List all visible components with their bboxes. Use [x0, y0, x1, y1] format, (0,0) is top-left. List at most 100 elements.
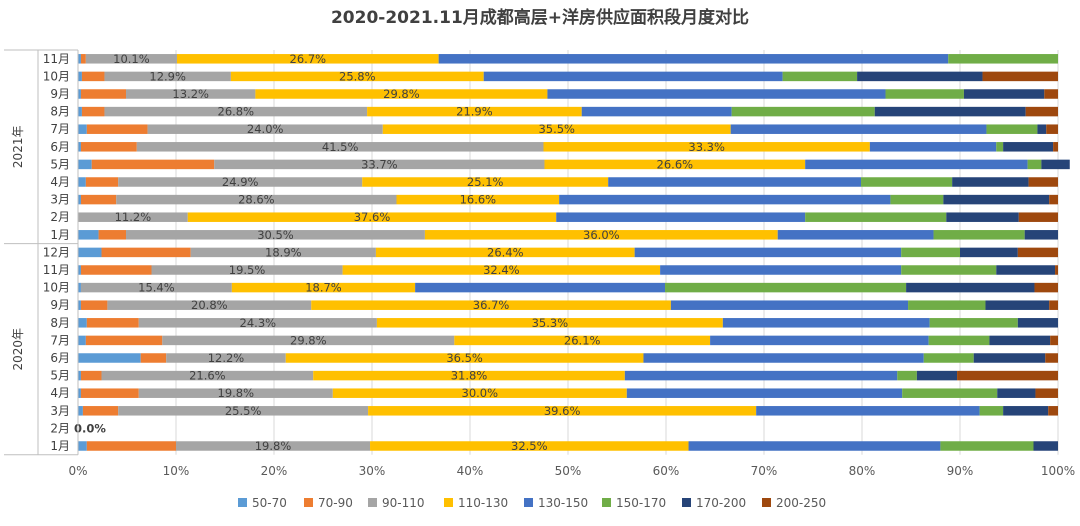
bar-segment-150-170: [902, 388, 998, 398]
bar-segment-50-70: [78, 177, 86, 187]
bar-segment-130-150: [634, 247, 902, 258]
bar-segment-130-150: [869, 142, 997, 152]
bar-segment-130-150: [777, 230, 934, 240]
bar-segment-170-200: [973, 353, 1046, 363]
bar-segment-170-200: [916, 370, 958, 381]
bar-segment-90-110: [104, 106, 368, 117]
bar-segment-200-250: [1046, 124, 1058, 134]
category-label: 8月: [50, 316, 70, 330]
x-tick-label: 50%: [555, 464, 582, 478]
data-label: 37.6%: [354, 210, 391, 224]
bar-segment-110-130: [231, 282, 416, 293]
bar-segment-150-170: [940, 441, 1034, 451]
data-label: 25.1%: [467, 175, 504, 189]
data-label: 29.8%: [290, 333, 327, 347]
bar-segment-110-130: [187, 212, 557, 222]
bar-segment-90-110: [214, 159, 545, 170]
data-label: 36.0%: [583, 228, 620, 242]
x-tick-label: 80%: [849, 464, 876, 478]
category-label: 4月: [50, 386, 70, 400]
data-label: 24.9%: [222, 175, 259, 189]
legend-swatch-170-200: [682, 498, 691, 507]
category-label: 5月: [50, 157, 70, 171]
data-label: 16.6%: [460, 193, 497, 207]
bar-segment-90-110: [80, 282, 232, 293]
category-label: 6月: [50, 140, 70, 154]
bar-segment-90-110: [151, 265, 343, 275]
bar-segment-170-200: [1037, 124, 1047, 134]
bar-segment-150-170: [901, 247, 960, 258]
bar-segment-110-130: [368, 406, 757, 416]
bar-segment-70-90: [86, 124, 148, 134]
data-label: 39.6%: [544, 404, 581, 418]
bar-segment-150-170: [901, 265, 997, 275]
bar-segment-150-170: [908, 300, 986, 310]
data-label: 36.5%: [446, 351, 483, 365]
bar-segment-90-110: [126, 89, 256, 99]
bar-segment-110-130: [382, 124, 731, 134]
data-labels: 10.1% 26.7% 12.9% 25.8% 13.2% 29.8% 26.8% 21.9%…: [74, 52, 725, 453]
bar-segment-150-170: [979, 406, 1004, 416]
bar-segment-50-70: [78, 265, 81, 275]
data-label: 24.0%: [247, 122, 284, 136]
bar-segment-170-200: [952, 177, 1029, 187]
bar-segment-50-70: [78, 335, 86, 346]
bar-segment-50-70: [78, 353, 141, 363]
bar-segment-170-200: [1003, 142, 1054, 152]
data-label: 26.8%: [218, 105, 255, 119]
bar-segment-200-250: [1028, 177, 1058, 187]
bar-segment-110-130: [285, 353, 644, 363]
bar-segment-50-70: [78, 441, 87, 451]
bar-segment-70-90: [81, 71, 105, 82]
bar-segment-50-70: [78, 159, 92, 170]
bar-segment-110-130: [543, 142, 870, 152]
bar-segment-90-110: [118, 177, 363, 187]
legend-label: 50-70: [252, 496, 287, 510]
legend-swatch-90-110: [368, 498, 377, 507]
legend-label: 150-170: [616, 496, 666, 510]
bar-segment-170-200: [997, 388, 1036, 398]
bars: [78, 54, 1070, 451]
data-label: 29.8%: [383, 87, 420, 101]
bar-segment-70-90: [81, 106, 105, 117]
category-label: 7月: [50, 333, 70, 347]
bar-segment-200-250: [1049, 194, 1058, 205]
x-tick-label: 90%: [947, 464, 974, 478]
legend-swatch-200-250: [762, 498, 771, 507]
data-label: 21.6%: [189, 369, 226, 383]
x-tick-label: 0%: [68, 464, 87, 478]
bar-segment-130-150: [483, 71, 783, 82]
bar-segment-150-170: [928, 335, 990, 346]
data-label: 18.9%: [265, 245, 302, 259]
group-label: 2020年: [11, 328, 25, 371]
data-label: 33.7%: [361, 157, 398, 171]
bar-segment-50-70: [78, 282, 81, 293]
bar-segment-90-110: [126, 230, 425, 240]
category-label: 8月: [50, 105, 70, 119]
legend-swatch-50-70: [238, 498, 247, 507]
bar-segment-50-70: [78, 142, 81, 152]
category-label: 3月: [50, 193, 70, 207]
bar-segment-70-90: [80, 194, 117, 205]
data-label: 25.5%: [225, 404, 262, 418]
bar-segment-170-200: [874, 106, 1026, 117]
bar-segment-70-90: [80, 370, 102, 381]
data-label: 32.4%: [483, 263, 520, 277]
bar-segment-110-130: [454, 335, 711, 346]
data-label: 11.2%: [115, 210, 152, 224]
bar-segment-70-90: [80, 89, 127, 99]
bar-segment-150-170: [923, 353, 974, 363]
bar-segment-130-150: [730, 124, 987, 134]
data-label: 0.0%: [74, 421, 106, 435]
category-label: 11月: [43, 52, 70, 66]
bar-segment-50-70: [78, 54, 81, 64]
x-tick-label: 100%: [1041, 464, 1075, 478]
bar-segment-70-90: [86, 318, 139, 328]
bar-segment-130-150: [643, 353, 924, 363]
bar-segment-150-170: [782, 71, 858, 82]
bar-segment-200-250: [1050, 335, 1058, 346]
category-label: 12月: [43, 245, 70, 259]
bar-segment-200-250: [1018, 212, 1058, 222]
bar-segment-110-130: [362, 177, 609, 187]
